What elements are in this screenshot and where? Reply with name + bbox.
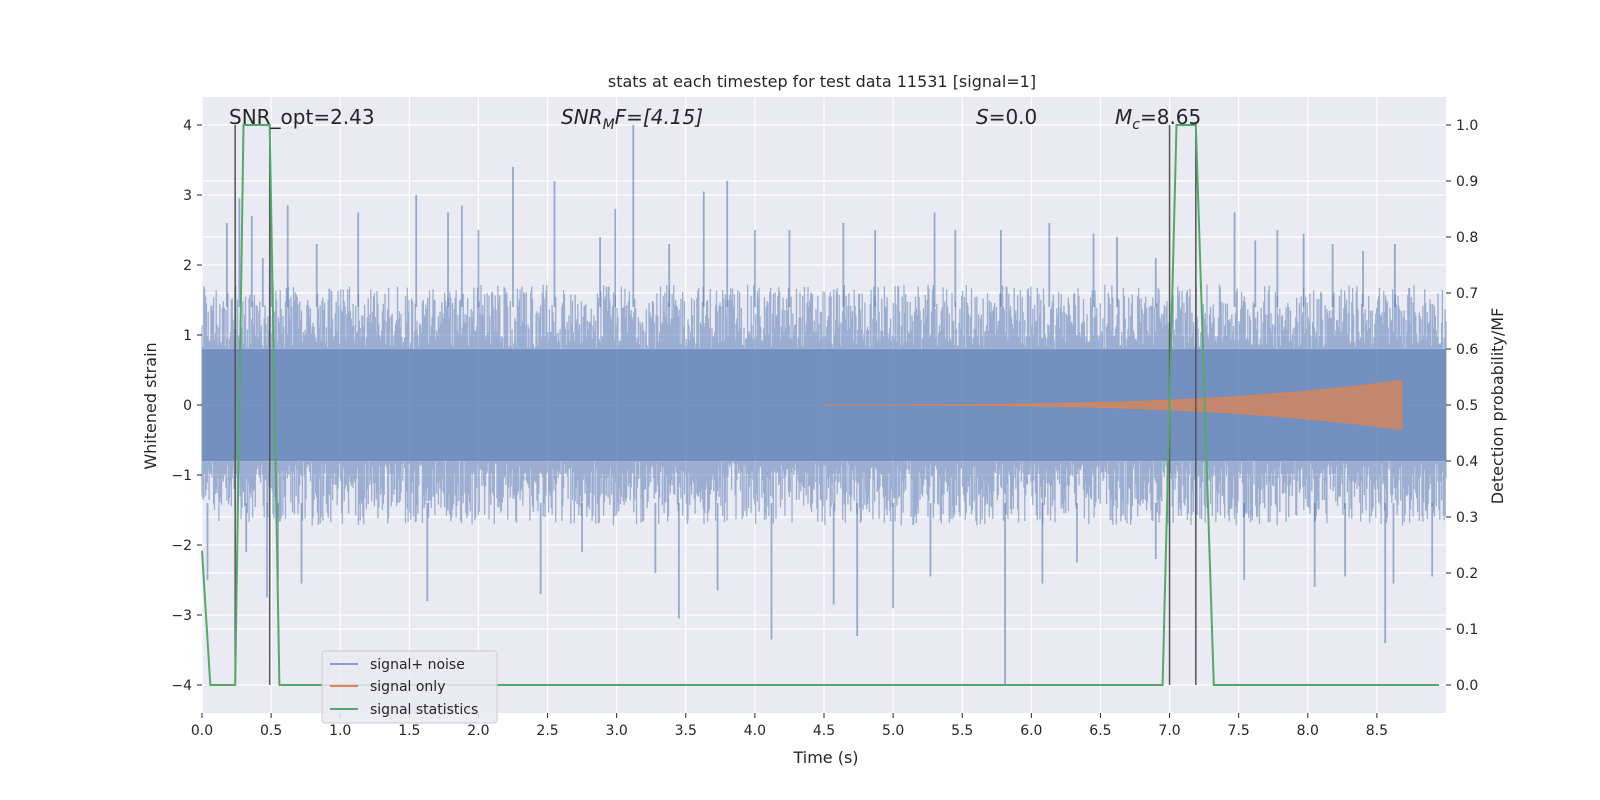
series-signal-only (824, 379, 1403, 431)
x-tick-label: 5.0 (882, 723, 904, 739)
y-tick-label: −4 (171, 678, 192, 694)
y-right-tick-label: 1.0 (1456, 118, 1478, 134)
statistics-line (201, 124, 1440, 686)
x-tick-label: 7.0 (1158, 723, 1180, 739)
y-tick-label: 4 (183, 118, 192, 134)
x-tick-label: 6.5 (1089, 723, 1111, 739)
y-tick-label: −2 (171, 538, 192, 554)
x-tick-label: 8.0 (1297, 723, 1319, 739)
chirp-envelope (824, 379, 1403, 431)
y-right-tick-label: 0.0 (1456, 678, 1478, 694)
legend-label-signal-statistics: signal statistics (370, 702, 478, 718)
x-tick-label: 0.5 (260, 723, 282, 739)
y-right-tick-label: 0.6 (1456, 342, 1478, 358)
y-right-tick-label: 0.5 (1456, 398, 1478, 414)
y-tick-label: 2 (183, 258, 192, 274)
y-right-tick-label: 0.2 (1456, 566, 1478, 582)
y-axis-right-label: Detection probability/MF (1488, 308, 1507, 505)
x-tick-label: 8.5 (1366, 723, 1388, 739)
y-tick-label: −3 (171, 608, 192, 624)
legend-label-signal-noise: signal+ noise (370, 657, 465, 673)
x-tick-label: 2.5 (536, 723, 558, 739)
y-tick-label: 1 (183, 328, 192, 344)
chart-title: stats at each timestep for test data 115… (608, 72, 1036, 91)
y-right-tick-label: 0.4 (1456, 454, 1478, 470)
event-markers (234, 125, 1197, 685)
x-tick-label: 1.0 (329, 723, 351, 739)
annotation-snr-opt: SNR_opt=2.43 (229, 105, 375, 129)
x-axis-label: Time (s) (792, 748, 858, 767)
x-tick-label: 5.5 (951, 723, 973, 739)
x-axis-ticks: 0.0 0.5 1.0 1.5 2.0 2.5 3.0 3.5 4.0 4.5 5.0 5.5 6.0 6… (191, 713, 1388, 739)
annotation-snr-mf: SNRMF=[4.15] (561, 105, 703, 133)
annotation-mc: Mc=8.65 (1115, 105, 1201, 133)
y-right-tick-label: 0.3 (1456, 510, 1478, 526)
y-tick-label: 3 (183, 188, 192, 204)
y-tick-label: −1 (171, 468, 192, 484)
y-axis-right-ticks: 0.0 0.1 0.2 0.3 0.4 0.5 0.6 0.7 0.8 0.9 1.0 (1446, 118, 1478, 694)
y-right-tick-label: 0.8 (1456, 230, 1478, 246)
x-tick-label: 4.0 (744, 723, 766, 739)
annotation-s: S=0.0 (976, 105, 1037, 129)
x-tick-label: 4.5 (813, 723, 835, 739)
y-right-tick-label: 0.1 (1456, 622, 1478, 638)
x-tick-label: 0.0 (191, 723, 213, 739)
x-tick-label: 2.0 (467, 723, 489, 739)
legend-box (321, 650, 498, 724)
x-tick-label: 1.5 (398, 723, 420, 739)
legend-label-signal-only: signal only (370, 679, 445, 695)
y-axis-label: Whitened strain (141, 342, 160, 469)
legend: signal+ noise signal only signal statist… (321, 650, 498, 724)
series-signal-statistics (201, 124, 1440, 686)
x-tick-label: 3.5 (675, 723, 697, 739)
x-tick-label: 3.0 (606, 723, 628, 739)
y-tick-label: 0 (183, 398, 192, 414)
y-right-tick-label: 0.9 (1456, 174, 1478, 190)
x-tick-label: 7.5 (1228, 723, 1250, 739)
y-right-tick-label: 0.7 (1456, 286, 1478, 302)
x-tick-label: 6.0 (1020, 723, 1042, 739)
y-axis-left-ticks: −4 −3 −2 −1 0 1 2 3 4 (171, 118, 202, 694)
